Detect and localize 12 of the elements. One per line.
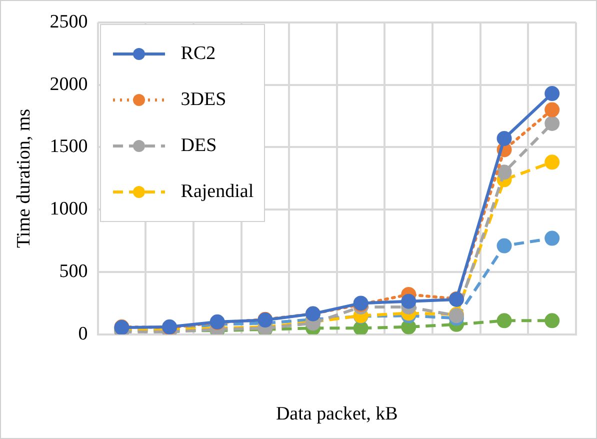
legend-label: 3DES	[180, 89, 226, 112]
y-tick-label: 500	[59, 260, 88, 282]
y-tick-label: 2000	[50, 74, 88, 95]
y-tick-label: 2500	[50, 11, 88, 32]
legend-label: RC2	[180, 43, 216, 66]
y-tick-label: 1500	[50, 136, 88, 158]
y-tick-label: 1000	[50, 198, 88, 220]
legend-label: Rajendial	[180, 181, 254, 204]
y-tick-label: 0	[78, 323, 88, 344]
y-axis-title: Time duration, ms	[13, 108, 34, 248]
legend-label: DES	[180, 135, 217, 158]
x-axis-title: Data packet, kB	[276, 404, 398, 425]
